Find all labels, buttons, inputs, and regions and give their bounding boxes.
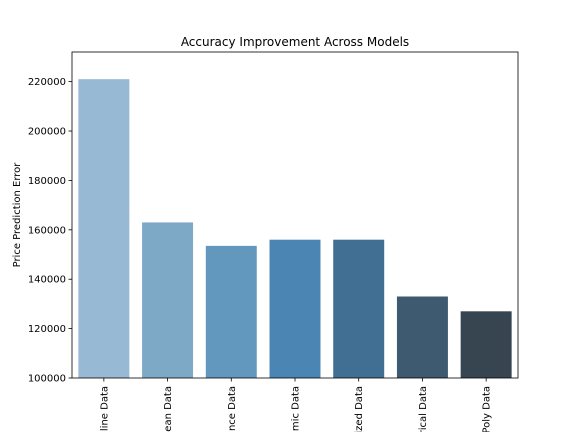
y-axis-ticks: 100000 120000 140000 160000 180000 200000 2200… — [28, 77, 72, 385]
y-tick-label: 160000 — [28, 225, 66, 236]
x-tick-label: mic Data — [291, 386, 302, 431]
bar-5 — [396, 296, 448, 378]
x-tick-label: line Data — [99, 386, 110, 431]
x-tick-label: ean Data — [163, 386, 174, 432]
y-tick-label: 200000 — [28, 127, 66, 138]
y-tick-label: 180000 — [28, 176, 66, 187]
y-tick-label: 120000 — [28, 324, 66, 335]
x-tick-label: Poly Data — [482, 386, 493, 432]
y-tick-label: 100000 — [28, 374, 66, 385]
y-tick-label: 220000 — [28, 77, 66, 88]
plot-frame — [71, 51, 519, 379]
x-tick-label: nce Data — [227, 386, 238, 431]
bar-4 — [333, 239, 385, 378]
bar-1 — [142, 222, 194, 378]
bar-3 — [269, 239, 321, 378]
bar-0 — [78, 79, 130, 379]
bar-6 — [460, 311, 512, 378]
x-tick-label: ized Data — [354, 386, 365, 432]
bar-2 — [205, 245, 257, 378]
chart-title: Accuracy Improvement Across Models — [181, 35, 409, 49]
x-tick-label: rical Data — [418, 386, 429, 432]
y-axis-label: Price Prediction Error — [12, 162, 23, 268]
y-tick-label: 140000 — [28, 275, 66, 286]
bars-layer — [78, 79, 512, 379]
x-axis-ticks: line Data ean Data nce Data mic Data ized Da… — [99, 378, 493, 434]
